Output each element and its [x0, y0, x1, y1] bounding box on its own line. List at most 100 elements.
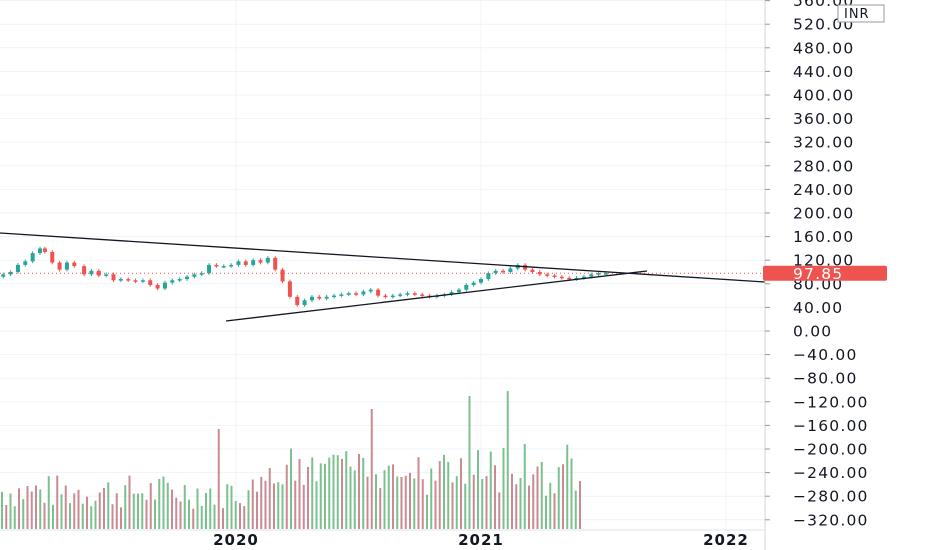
trendline-upper[interactable] [0, 232, 766, 283]
volume-bar [285, 464, 288, 529]
candle-body [449, 292, 454, 295]
last-price-tag: 97.85 [763, 265, 887, 283]
last-price-tag-box [763, 265, 887, 281]
volume-bar [315, 481, 318, 529]
volume-bar [523, 444, 526, 529]
volume-bar [536, 466, 539, 529]
candle-body [221, 266, 226, 268]
volume-bar [115, 493, 118, 529]
candle-body [559, 276, 564, 279]
y-tick-label-14: 0.00 [793, 323, 832, 341]
volume-bar [481, 478, 484, 529]
volume-bar [438, 461, 441, 529]
volume-bar [366, 476, 369, 529]
volume-bar [290, 448, 292, 529]
y-tick-label-5: 360.00 [793, 110, 854, 128]
volume-bar [175, 497, 178, 529]
candle-body [96, 270, 101, 276]
volume-bar [502, 447, 505, 529]
y-tick-label-19: −200.00 [793, 441, 869, 459]
candle-body [265, 257, 270, 263]
volume-bar [56, 475, 59, 529]
candle-body [501, 270, 506, 273]
volume-bar [251, 479, 254, 529]
candle-body [412, 293, 417, 295]
candle-body [192, 274, 197, 277]
y-tick-label-17: −120.00 [793, 393, 869, 411]
volume-bar [234, 500, 237, 529]
volume-bar [171, 489, 173, 529]
volume-bar [298, 459, 301, 529]
candle-body [596, 273, 601, 275]
volume-bar [375, 474, 377, 529]
candle-body [398, 294, 403, 296]
volume-bar [451, 482, 454, 529]
volume-bar [154, 499, 156, 529]
candle-body [126, 279, 131, 281]
volume-bar [464, 483, 467, 529]
time-axis[interactable]: 2020 2021 2022 [0, 529, 765, 549]
volume-bar [243, 506, 246, 529]
volume-bar [196, 488, 199, 529]
candle-body [162, 282, 167, 289]
volume-bar [209, 488, 212, 529]
volume-bar [43, 502, 46, 529]
candle-body [170, 280, 175, 283]
y-tick-label-7: 280.00 [793, 157, 854, 175]
volume-bar [9, 493, 12, 529]
candle-series [1, 246, 608, 307]
volume-bar [434, 480, 437, 529]
candle-body [368, 289, 373, 292]
candle-body [64, 262, 69, 270]
candle-body [23, 261, 28, 265]
candle-body [177, 279, 182, 281]
volume-bar [30, 491, 33, 529]
currency-text: INR [844, 7, 870, 22]
volume-bar [145, 499, 148, 529]
candle-body [361, 291, 366, 295]
volume-bar [107, 482, 110, 529]
volume-bar [52, 504, 54, 529]
candle-body [508, 268, 513, 272]
candle-body [309, 296, 314, 301]
y-tick-label-9: 200.00 [793, 205, 854, 223]
volume-bar [341, 458, 343, 529]
volume-bar [111, 504, 114, 529]
candle-body [148, 280, 153, 285]
candle-body [214, 264, 219, 267]
candle-body [185, 276, 189, 280]
candle-body [567, 277, 572, 280]
volume-bar [400, 476, 403, 529]
volume-bar [417, 457, 420, 529]
candle-body [471, 282, 476, 285]
candle-body [302, 300, 307, 306]
volume-bar [1, 491, 3, 529]
volume-bar [494, 465, 496, 529]
y-tick-label-6: 320.00 [793, 134, 854, 152]
trendlines[interactable] [0, 232, 766, 322]
volume-bar [519, 478, 522, 529]
volume-bar [73, 493, 76, 529]
volume-bar [477, 450, 479, 529]
trendline-lower[interactable] [225, 270, 648, 322]
volume-bar [18, 488, 20, 529]
volume-bar [421, 479, 424, 529]
candle-body [493, 270, 498, 274]
volume-bar [511, 473, 513, 529]
y-tick-label-13: 40.00 [793, 299, 843, 317]
candle-body [42, 248, 47, 252]
candle-body [1, 274, 6, 277]
candle-body [140, 280, 145, 282]
volume-bar [387, 465, 390, 529]
candle-body [280, 269, 285, 282]
volume-bar [124, 485, 127, 529]
volume-bar [183, 484, 186, 529]
candle-body [251, 260, 256, 265]
grid [0, 0, 765, 530]
candle-body [589, 274, 594, 277]
candle-body [346, 293, 351, 295]
volume-bar [566, 444, 569, 529]
volume-bar [120, 507, 122, 529]
volume-bar [413, 478, 416, 529]
